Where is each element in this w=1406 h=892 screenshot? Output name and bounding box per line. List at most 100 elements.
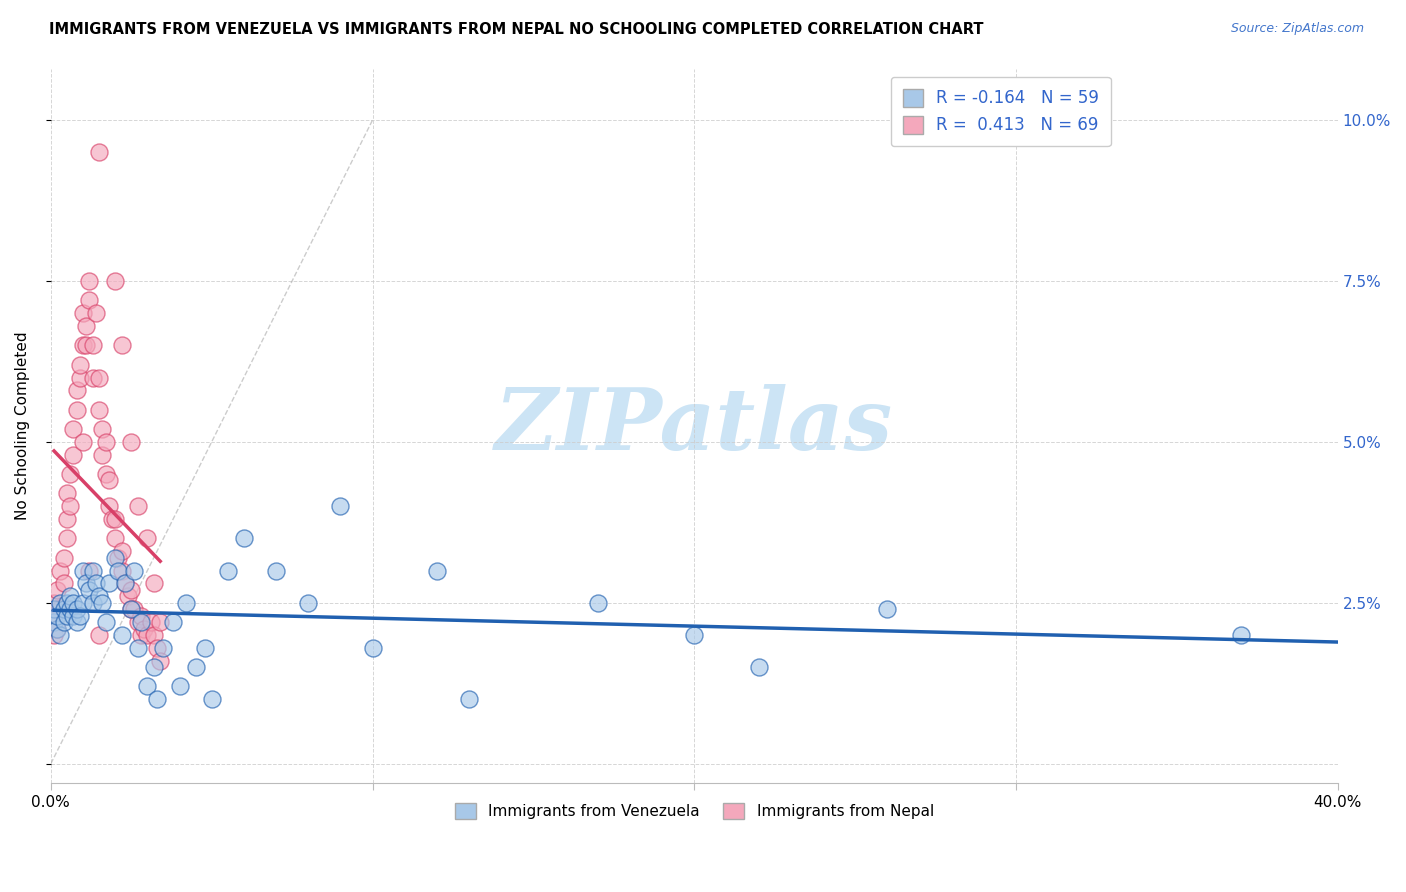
Point [104, 532, 127, 546]
Point [87, 590, 110, 604]
Point [142, 576, 165, 591]
Point [52, 602, 75, 616]
Point [120, 434, 142, 449]
Point [162, 615, 184, 629]
Point [458, 692, 481, 706]
Point [136, 532, 159, 546]
Point [82, 596, 104, 610]
Point [107, 550, 129, 565]
Point [56, 596, 79, 610]
Point [82, 338, 104, 352]
Point [174, 596, 197, 610]
Point [127, 615, 149, 629]
Point [91, 596, 114, 610]
Point [56, 532, 79, 546]
Point [152, 640, 174, 655]
Point [127, 500, 149, 514]
Point [361, 640, 384, 655]
Point [120, 602, 142, 616]
Point [184, 660, 207, 674]
Point [120, 582, 142, 597]
Point [136, 628, 159, 642]
Point [264, 564, 287, 578]
Point [146, 692, 169, 706]
Point [142, 660, 165, 674]
Point [46, 608, 69, 623]
Point [120, 602, 142, 616]
Point [110, 564, 132, 578]
Point [79, 564, 101, 578]
Point [117, 590, 139, 604]
Point [87, 402, 110, 417]
Point [79, 293, 101, 308]
Point [62, 596, 84, 610]
Point [97, 500, 120, 514]
Point [75, 318, 97, 333]
Point [72, 306, 94, 320]
Point [49, 628, 72, 642]
Point [72, 434, 94, 449]
Point [1230, 628, 1253, 642]
Point [201, 692, 224, 706]
Point [876, 602, 898, 616]
Point [42, 596, 65, 610]
Point [59, 500, 82, 514]
Point [124, 564, 146, 578]
Point [75, 338, 97, 352]
Point [110, 338, 132, 352]
Point [91, 422, 114, 436]
Point [79, 274, 101, 288]
Point [149, 615, 172, 629]
Point [46, 622, 69, 636]
Legend: Immigrants from Venezuela, Immigrants from Nepal: Immigrants from Venezuela, Immigrants fr… [449, 797, 941, 825]
Point [49, 602, 72, 616]
Point [683, 628, 706, 642]
Point [142, 628, 165, 642]
Point [127, 640, 149, 655]
Point [107, 564, 129, 578]
Point [42, 628, 65, 642]
Point [114, 576, 136, 591]
Point [97, 474, 120, 488]
Point [169, 680, 191, 694]
Point [56, 486, 79, 500]
Point [329, 500, 352, 514]
Point [69, 370, 91, 384]
Point [59, 590, 82, 604]
Point [104, 550, 127, 565]
Point [65, 602, 87, 616]
Point [65, 384, 87, 398]
Point [75, 576, 97, 591]
Text: ZIPatlas: ZIPatlas [495, 384, 893, 467]
Point [42, 615, 65, 629]
Point [65, 402, 87, 417]
Point [52, 550, 75, 565]
Point [232, 532, 254, 546]
Point [94, 615, 117, 629]
Point [217, 564, 239, 578]
Point [46, 582, 69, 597]
Point [42, 615, 65, 629]
Point [62, 448, 84, 462]
Point [129, 628, 152, 642]
Point [129, 615, 152, 629]
Point [82, 564, 104, 578]
Point [104, 274, 127, 288]
Point [114, 576, 136, 591]
Point [72, 564, 94, 578]
Point [104, 512, 127, 526]
Point [52, 576, 75, 591]
Point [136, 680, 159, 694]
Point [69, 358, 91, 372]
Text: Source: ZipAtlas.com: Source: ZipAtlas.com [1230, 22, 1364, 36]
Point [101, 512, 124, 526]
Point [146, 640, 169, 655]
Point [426, 564, 449, 578]
Point [79, 582, 101, 597]
Point [194, 640, 217, 655]
Point [59, 602, 82, 616]
Point [110, 628, 132, 642]
Point [46, 602, 69, 616]
Point [56, 608, 79, 623]
Point [59, 467, 82, 481]
